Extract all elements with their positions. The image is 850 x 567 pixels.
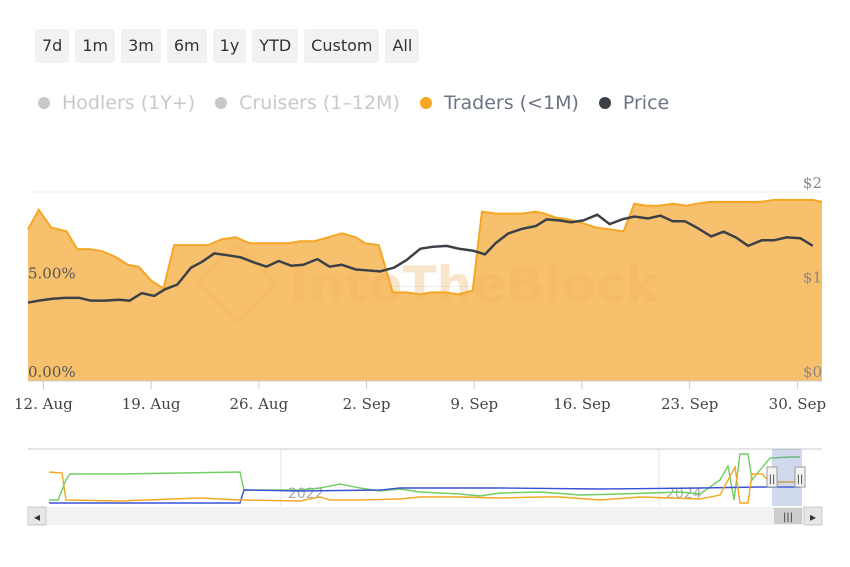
x-tick-label: 16. Sep [553, 395, 610, 413]
handle-grip-icon: || [797, 474, 804, 485]
legend-dot-icon [38, 97, 50, 109]
scroll-left-icon: ◂ [34, 510, 40, 524]
range-button-3m[interactable]: 3m [121, 29, 161, 63]
navigator-traders-line [48, 464, 800, 504]
legend-dot-icon [215, 97, 228, 109]
chart-legend: Hodlers (1Y+) Cruisers (1–12M) Traders (<1… [38, 92, 669, 114]
range-button-1y[interactable]: 1y [212, 29, 247, 63]
scroll-right-button[interactable] [803, 506, 823, 526]
x-tick-label: 30. Sep [769, 395, 826, 413]
range-button-custom[interactable]: Custom [304, 29, 380, 63]
series-layer [27, 198, 823, 381]
legend-item-3[interactable]: Price [598, 92, 670, 114]
handle-grip-icon: || [769, 474, 776, 485]
x-tick-label: 19. Aug [122, 395, 181, 413]
legend-item-0[interactable]: Hodlers (1Y+) [38, 92, 195, 114]
legend-label: Traders (<1M) [443, 92, 579, 114]
range-button-ytd[interactable]: YTD [252, 29, 299, 63]
range-button-6m[interactable]: 6m [166, 29, 207, 63]
legend-label: Price [622, 92, 670, 114]
range-selector: 7d 1m 3m 6m 1y YTD Custom All [35, 29, 420, 63]
legend-label: Cruisers (1–12M) [239, 92, 400, 114]
scrollbar-thumb[interactable] [774, 508, 802, 524]
range-button-1m[interactable]: 1m [75, 29, 116, 63]
legend-item-1[interactable]: Cruisers (1–12M) [215, 92, 400, 114]
x-tick-label: 2. Sep [343, 395, 391, 413]
y-left-tick-label: 0.00% [28, 363, 76, 381]
y-left-tick-label: 5.00% [28, 265, 76, 283]
y-right-tick-label: $2 [803, 174, 822, 192]
y-right-tick-label: $0 [803, 363, 822, 381]
scrollbar-track[interactable] [28, 507, 822, 525]
navigator-left-handle[interactable] [766, 466, 778, 488]
y-right-tick-label: $1 [803, 269, 822, 287]
range-button-all[interactable]: All [385, 29, 420, 63]
x-tick-label: 26. Aug [229, 395, 288, 413]
legend-dot-icon [598, 97, 611, 109]
axis-layer: 12. Aug 19. Aug 26. Aug 2. Sep 9. Sep 16. Sep… [14, 174, 826, 413]
price-line [27, 213, 814, 304]
x-tick-label: 23. Sep [661, 395, 718, 413]
traders-line [27, 198, 823, 296]
scrollbar-grip-icon: ||| [783, 512, 793, 523]
x-tick-label: 9. Sep [450, 395, 498, 413]
legend-dot-icon [419, 97, 432, 109]
legend-item-2[interactable]: Traders (<1M) [419, 92, 579, 114]
traders-area [28, 199, 822, 381]
x-tick-label: 12. Aug [14, 395, 73, 413]
legend-label: Hodlers (1Y+) [62, 92, 196, 114]
range-button-7d[interactable]: 7d [35, 29, 70, 63]
scroll-left-button[interactable] [27, 506, 47, 526]
navigator-hodlers-line [49, 453, 800, 501]
navigator-right-handle[interactable] [794, 466, 806, 488]
navigator: 2022 2024|| ||◂ ||| ▸ [27, 448, 823, 526]
scroll-right-icon: ▸ [810, 510, 816, 524]
